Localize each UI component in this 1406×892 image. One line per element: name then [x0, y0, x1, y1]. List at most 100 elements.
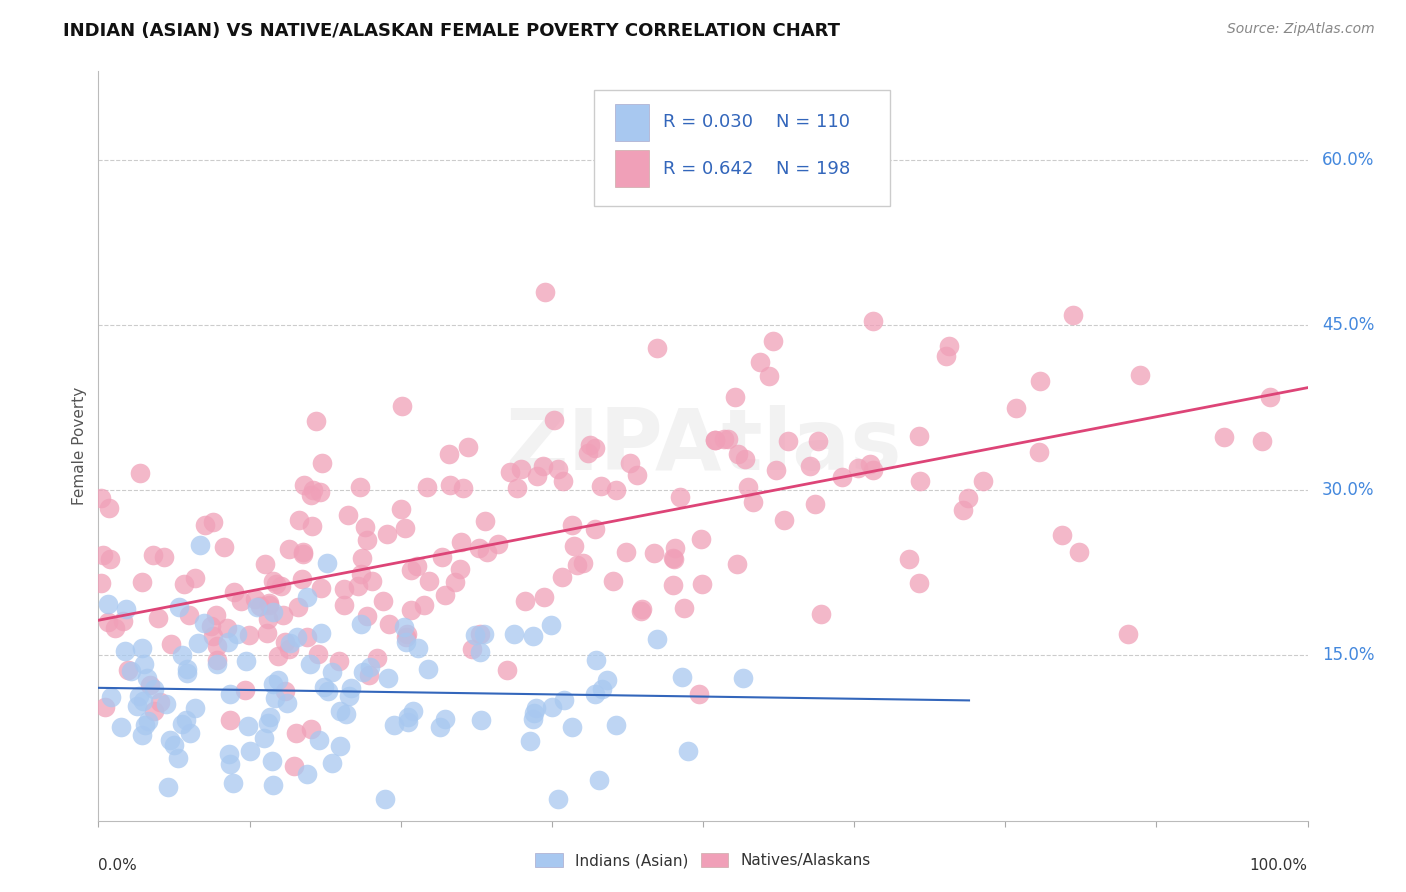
- Point: [572, 556, 595, 570]
- Point: [506, 481, 529, 495]
- Point: [862, 463, 884, 477]
- Bar: [614, 103, 648, 141]
- Point: [243, 592, 266, 607]
- Point: [762, 334, 785, 349]
- Point: [163, 738, 186, 752]
- Point: [396, 715, 419, 730]
- Point: [399, 563, 422, 577]
- Point: [283, 758, 305, 772]
- Text: 0.0%: 0.0%: [98, 858, 138, 873]
- Point: [547, 791, 569, 805]
- Point: [495, 663, 517, 677]
- Point: [583, 687, 606, 701]
- Point: [356, 609, 378, 624]
- Point: [184, 571, 207, 585]
- Point: [352, 665, 374, 680]
- Legend: Indians (Asian), Natives/Alaskans: Indians (Asian), Natives/Alaskans: [529, 847, 877, 874]
- Point: [704, 433, 727, 447]
- Point: [910, 475, 932, 489]
- Text: N = 198: N = 198: [776, 160, 849, 178]
- Point: [413, 598, 436, 612]
- Point: [647, 632, 669, 647]
- Point: [1067, 545, 1090, 559]
- Y-axis label: Female Poverty: Female Poverty: [72, 387, 87, 505]
- Point: [561, 518, 583, 533]
- Point: [468, 627, 491, 641]
- Text: N = 110: N = 110: [776, 113, 849, 131]
- Point: [734, 451, 756, 466]
- Point: [898, 552, 921, 566]
- Point: [100, 690, 122, 704]
- Point: [274, 634, 297, 648]
- Point: [179, 726, 201, 740]
- Point: [1028, 445, 1050, 459]
- Point: [717, 432, 740, 446]
- Point: [713, 432, 735, 446]
- Point: [519, 734, 541, 748]
- Point: [748, 355, 770, 369]
- Point: [443, 574, 465, 589]
- Point: [470, 713, 492, 727]
- Point: [391, 400, 413, 414]
- Point: [249, 599, 271, 613]
- Point: [267, 649, 290, 664]
- Point: [439, 477, 461, 491]
- Point: [1251, 434, 1274, 448]
- Point: [576, 446, 599, 460]
- Point: [938, 339, 960, 353]
- Point: [392, 620, 415, 634]
- Text: R = 0.642: R = 0.642: [664, 160, 754, 178]
- Point: [429, 719, 451, 733]
- Point: [295, 590, 318, 604]
- Point: [396, 627, 419, 641]
- Point: [551, 474, 574, 488]
- Point: [276, 696, 298, 710]
- Point: [131, 728, 153, 742]
- Point: [329, 739, 352, 753]
- Point: [690, 577, 713, 591]
- Point: [374, 791, 396, 805]
- Point: [626, 467, 648, 482]
- Point: [349, 480, 371, 494]
- Point: [193, 616, 215, 631]
- Point: [257, 596, 280, 610]
- Point: [402, 705, 425, 719]
- Point: [311, 456, 333, 470]
- Point: [806, 434, 828, 449]
- Point: [1213, 430, 1236, 444]
- Point: [1129, 368, 1152, 382]
- Point: [371, 594, 394, 608]
- Point: [562, 539, 585, 553]
- Point: [523, 706, 546, 721]
- Point: [218, 687, 240, 701]
- Point: [359, 667, 381, 681]
- Point: [159, 732, 181, 747]
- Point: [299, 722, 322, 736]
- Point: [187, 636, 209, 650]
- Point: [908, 576, 931, 591]
- Point: [136, 714, 159, 729]
- Point: [205, 639, 228, 653]
- Text: ZIPAtlas: ZIPAtlas: [505, 404, 901, 488]
- Point: [583, 441, 606, 455]
- Point: [117, 663, 139, 677]
- Point: [97, 615, 120, 630]
- Point: [295, 630, 318, 644]
- Point: [312, 680, 335, 694]
- Point: [350, 617, 373, 632]
- Point: [434, 588, 457, 602]
- Point: [98, 552, 121, 566]
- Point: [311, 582, 333, 596]
- Point: [266, 577, 288, 591]
- Point: [111, 614, 134, 628]
- Text: 30.0%: 30.0%: [1322, 481, 1375, 500]
- Point: [375, 527, 398, 541]
- Point: [176, 662, 198, 676]
- Point: [703, 433, 725, 447]
- Point: [278, 636, 301, 650]
- Point: [259, 709, 281, 723]
- Point: [605, 718, 627, 732]
- Point: [531, 459, 554, 474]
- Point: [218, 747, 240, 761]
- Point: [262, 778, 284, 792]
